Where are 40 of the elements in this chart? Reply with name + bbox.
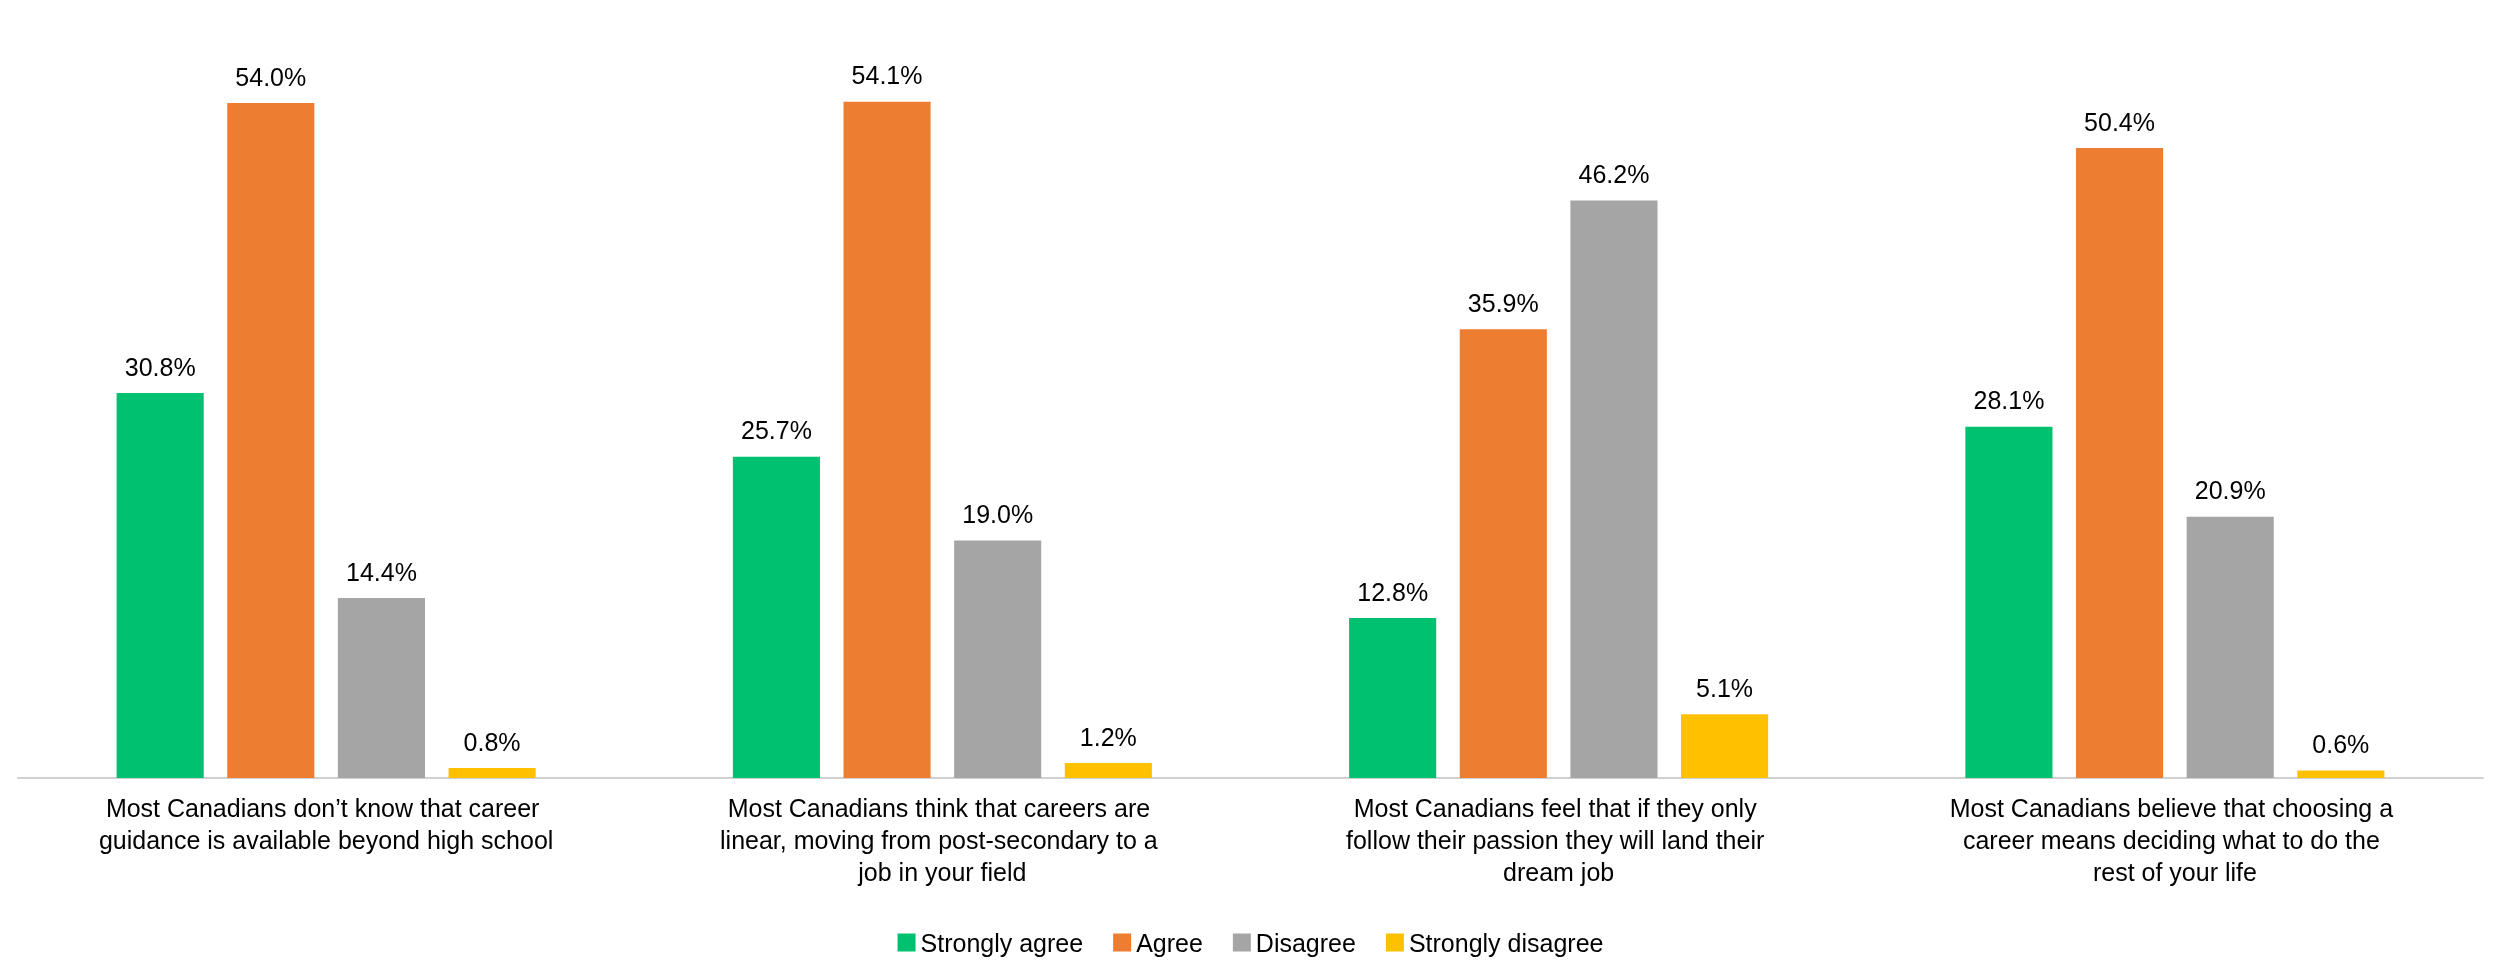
data-label: 1.2%: [1079, 722, 1137, 751]
bar: [337, 598, 426, 778]
x-tick-label: Most Canadians believe that choosing a career means deciding what to do the rest of your life: [1949, 794, 2401, 886]
data-label: 54.0%: [235, 62, 307, 91]
data-label: 54.1%: [851, 61, 923, 90]
bar: [1570, 200, 1658, 778]
legend-label: Agree: [1136, 928, 1203, 957]
data-label: 28.1%: [1973, 386, 2045, 415]
bar: [1681, 714, 1769, 778]
legend-label: Disagree: [1255, 928, 1356, 957]
bar: [2186, 516, 2274, 778]
bar: [1965, 426, 2053, 778]
data-label: 50.4%: [2084, 107, 2155, 136]
bar: [1349, 618, 1437, 778]
data-label: 19.0%: [962, 500, 1034, 528]
legend-label: Strongly disagree: [1408, 928, 1604, 957]
bar: [954, 540, 1042, 778]
data-label: 46.2%: [1578, 160, 1650, 188]
bar: [1064, 763, 1152, 778]
data-label: 14.4%: [346, 557, 417, 586]
bar: [843, 101, 931, 778]
x-tick-label: Most Canadians feel that if they only follow their passion they will land their dream job: [1346, 794, 1772, 886]
x-tick-label: Most Canadians don’t know that career guidance is available beyond high school: [98, 794, 554, 854]
data-label: 35.9%: [1467, 288, 1539, 317]
bar: [2297, 770, 2385, 778]
data-label: 0.6%: [2312, 730, 2370, 758]
data-label: 20.9%: [2194, 476, 2266, 505]
bar: [227, 103, 315, 778]
data-label: 25.7%: [740, 416, 812, 445]
bar: [2075, 148, 2164, 778]
bar: [116, 393, 204, 778]
bar: [732, 456, 820, 778]
data-label: 5.1%: [1696, 673, 1754, 702]
data-label: 30.8%: [124, 352, 196, 381]
bar: [1459, 329, 1547, 778]
legend-label: Strongly agree: [920, 928, 1084, 957]
bar: [448, 768, 536, 778]
data-label: 12.8%: [1357, 577, 1429, 606]
x-tick-label: Most Canadians think that careers are linear, moving from post-secondary to a job in your field: [720, 794, 1165, 886]
data-label: 0.8%: [463, 727, 521, 756]
